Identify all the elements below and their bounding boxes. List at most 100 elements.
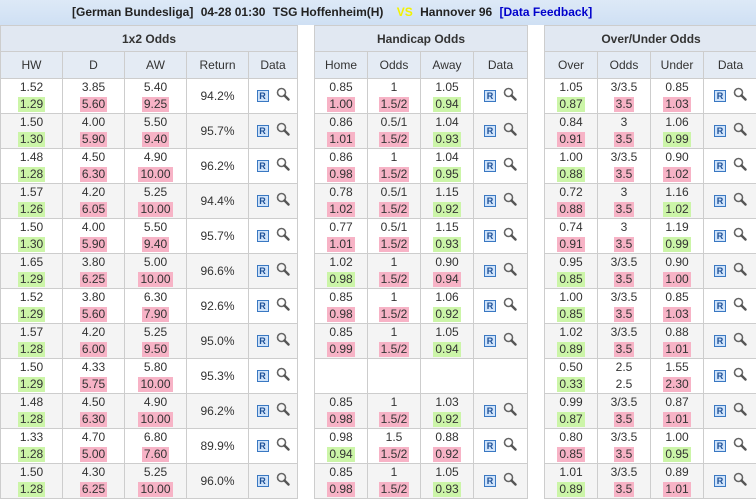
report-icon[interactable]: R — [714, 195, 726, 207]
magnifier-icon[interactable] — [733, 87, 747, 106]
report-icon[interactable]: R — [257, 370, 269, 382]
opening-odds: 0.86 — [329, 150, 352, 164]
magnifier-icon[interactable] — [733, 122, 747, 141]
magnifier-icon[interactable] — [503, 87, 517, 106]
report-icon[interactable]: R — [484, 475, 496, 487]
magnifier-icon[interactable] — [276, 87, 290, 106]
report-icon[interactable]: R — [257, 160, 269, 172]
magnifier-icon[interactable] — [276, 402, 290, 421]
current-odds: 9.40 — [142, 237, 169, 252]
current-odds: 1.01 — [327, 132, 354, 147]
magnifier-icon[interactable] — [733, 402, 747, 421]
magnifier-icon[interactable] — [503, 332, 517, 351]
magnifier-icon[interactable] — [503, 437, 517, 456]
opening-odds: 0.90 — [665, 255, 688, 269]
report-icon[interactable]: R — [484, 90, 496, 102]
magnifier-icon[interactable] — [733, 262, 747, 281]
report-icon[interactable]: R — [484, 405, 496, 417]
report-icon[interactable]: R — [714, 300, 726, 312]
magnifier-icon[interactable] — [503, 122, 517, 141]
report-icon[interactable]: R — [257, 405, 269, 417]
current-odds: 1.02 — [327, 202, 354, 217]
current-odds: 10.00 — [138, 482, 172, 497]
magnifier-icon[interactable] — [276, 332, 290, 351]
report-icon[interactable]: R — [714, 230, 726, 242]
report-icon[interactable]: R — [257, 440, 269, 452]
column-header-hw: HW — [1, 52, 63, 79]
column-header-data: Data — [474, 52, 528, 79]
magnifier-icon[interactable] — [503, 227, 517, 246]
report-icon[interactable]: R — [714, 125, 726, 137]
magnifier-icon[interactable] — [733, 297, 747, 316]
current-odds: 0.99 — [663, 132, 690, 147]
opening-odds: 1.57 — [20, 325, 43, 339]
return-rate: 95.7% — [187, 114, 249, 149]
report-icon[interactable]: R — [714, 335, 726, 347]
report-icon[interactable]: R — [484, 335, 496, 347]
report-icon[interactable]: R — [714, 405, 726, 417]
magnifier-icon[interactable] — [276, 367, 290, 386]
report-icon[interactable]: R — [714, 370, 726, 382]
magnifier-icon[interactable] — [276, 437, 290, 456]
magnifier-icon[interactable] — [276, 122, 290, 141]
report-icon[interactable]: R — [714, 475, 726, 487]
report-icon[interactable]: R — [257, 230, 269, 242]
report-icon[interactable]: R — [714, 90, 726, 102]
report-icon[interactable]: R — [714, 265, 726, 277]
magnifier-icon[interactable] — [733, 332, 747, 351]
magnifier-icon[interactable] — [503, 297, 517, 316]
report-icon[interactable]: R — [257, 265, 269, 277]
magnifier-icon[interactable] — [733, 437, 747, 456]
magnifier-icon[interactable] — [503, 192, 517, 211]
current-odds: 1.00 — [327, 97, 354, 112]
current-odds: 0.93 — [433, 132, 460, 147]
magnifier-icon[interactable] — [276, 157, 290, 176]
magnifier-icon[interactable] — [276, 227, 290, 246]
report-icon[interactable]: R — [257, 335, 269, 347]
current-odds: 6.00 — [80, 342, 107, 357]
report-icon[interactable]: R — [484, 440, 496, 452]
magnifier-icon[interactable] — [733, 227, 747, 246]
magnifier-icon[interactable] — [503, 402, 517, 421]
magnifier-icon[interactable] — [733, 472, 747, 491]
magnifier-icon[interactable] — [276, 472, 290, 491]
opening-odds: 4.90 — [144, 150, 167, 164]
report-icon[interactable]: R — [257, 90, 269, 102]
magnifier-icon[interactable] — [733, 157, 747, 176]
magnifier-icon[interactable] — [503, 157, 517, 176]
report-icon[interactable]: R — [484, 265, 496, 277]
report-icon[interactable]: R — [484, 300, 496, 312]
magnifier-icon[interactable] — [503, 472, 517, 491]
report-icon[interactable]: R — [257, 300, 269, 312]
magnifier-icon[interactable] — [733, 367, 747, 386]
magnifier-icon[interactable] — [276, 192, 290, 211]
data-feedback-link[interactable]: [Data Feedback] — [500, 5, 593, 19]
report-icon[interactable]: R — [484, 230, 496, 242]
report-icon[interactable]: R — [484, 195, 496, 207]
report-icon[interactable]: R — [257, 475, 269, 487]
report-icon[interactable]: R — [257, 125, 269, 137]
report-icon[interactable]: R — [484, 160, 496, 172]
report-icon[interactable]: R — [714, 440, 726, 452]
magnifier-icon[interactable] — [276, 297, 290, 316]
report-icon[interactable]: R — [714, 160, 726, 172]
report-icon[interactable]: R — [484, 125, 496, 137]
report-icon[interactable]: R — [257, 195, 269, 207]
magnifier-icon[interactable] — [276, 262, 290, 281]
current-odds: 6.25 — [80, 482, 107, 497]
magnifier-icon[interactable] — [733, 192, 747, 211]
current-odds: 1.5/2 — [379, 342, 410, 357]
current-odds: 0.88 — [557, 167, 584, 182]
magnifier-icon[interactable] — [503, 262, 517, 281]
